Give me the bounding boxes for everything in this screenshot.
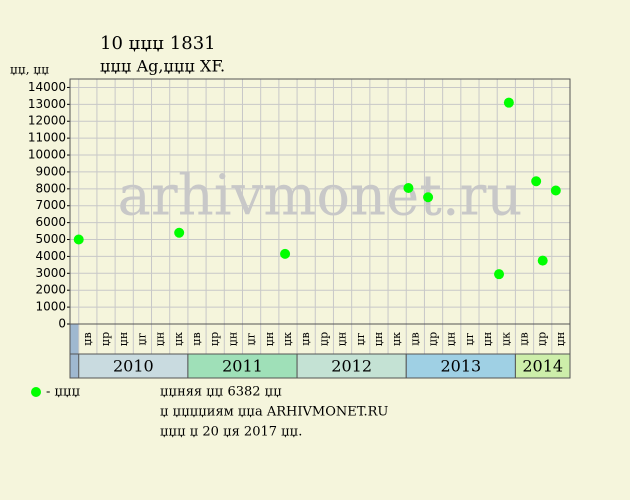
point (550, 185, 561, 196)
month-label: џг (135, 332, 148, 345)
year-band (296, 353, 407, 379)
y-tick-label: 8000 (35, 181, 66, 195)
plot-area (70, 79, 570, 324)
y-tick-label: 6000 (35, 215, 66, 229)
month-label: џг (354, 332, 367, 345)
y-tick-label: 3000 (35, 266, 66, 280)
month-label: џк (172, 332, 185, 346)
month-label: џн (372, 332, 385, 347)
month-label: џр (99, 332, 112, 346)
footer-line: џ џџџџиям џџа ARHIVMONET.RU (160, 405, 388, 420)
watermark: arhivmonet.ru (118, 164, 523, 229)
legend-label: - џџџ (46, 385, 81, 400)
point (73, 234, 84, 245)
point (494, 269, 505, 280)
chart-subtitle: џџџ Ag,џџџ XF. (100, 57, 225, 76)
y-tick-label: 10000 (28, 148, 66, 162)
month-label: џр (536, 332, 549, 346)
month-label: џв (518, 332, 531, 345)
month-label: џн (226, 332, 239, 347)
y-tick-label: 2000 (35, 283, 66, 297)
y-tick-label: 7000 (35, 198, 66, 212)
year-band-lead (70, 324, 79, 378)
y-tick-label: 11000 (28, 131, 66, 145)
y-tick-label: 1000 (35, 300, 66, 314)
month-label: џк (390, 332, 403, 346)
footer-line: џџџ џ 20 џя 2017 џџ. (160, 425, 302, 440)
y-axis-label: џџ, џџ (10, 63, 49, 77)
y-tick-label: 9000 (35, 164, 66, 178)
legend-marker (31, 387, 41, 397)
month-label: џн (117, 332, 130, 347)
month-label: џр (427, 332, 440, 346)
point (174, 227, 185, 238)
month-label: џн (554, 332, 567, 347)
month-label: џн (481, 332, 494, 347)
y-tick-label: 0 (58, 317, 66, 331)
month-label: џв (190, 332, 203, 345)
month-label: џв (299, 332, 312, 345)
month-label: џн (445, 332, 458, 347)
chart-title: 10 џџџ 1831 (100, 33, 216, 54)
point (503, 97, 514, 108)
footer-line: џџняя џџ 6382 џџ (160, 385, 282, 400)
y-tick-label: 5000 (35, 232, 66, 246)
year-label: 2013 (440, 357, 481, 376)
month-label: џн (154, 332, 167, 347)
month-label: џк (499, 332, 512, 346)
year-label: 2012 (331, 357, 372, 376)
month-label: џг (245, 332, 258, 345)
month-label: џн (263, 332, 276, 347)
month-label: џр (317, 332, 330, 346)
month-label: џг (463, 332, 476, 345)
point (403, 182, 414, 193)
y-tick-label: 4000 (35, 249, 66, 263)
month-label: џв (81, 332, 94, 345)
point (531, 176, 542, 187)
year-label: 2014 (522, 357, 563, 376)
month-label: џк (281, 332, 294, 346)
month-label: џв (408, 332, 421, 345)
y-tick-label: 12000 (28, 114, 66, 128)
y-tick-label: 13000 (28, 97, 66, 111)
month-label: џн (336, 332, 349, 347)
point (280, 248, 291, 259)
year-band (78, 353, 189, 379)
point (423, 192, 434, 203)
month-label: џр (208, 332, 221, 346)
y-tick-label: 14000 (28, 80, 66, 94)
point (537, 255, 548, 266)
axis-border (69, 323, 571, 379)
year-label: 2011 (222, 357, 263, 376)
year-label: 2010 (113, 357, 154, 376)
